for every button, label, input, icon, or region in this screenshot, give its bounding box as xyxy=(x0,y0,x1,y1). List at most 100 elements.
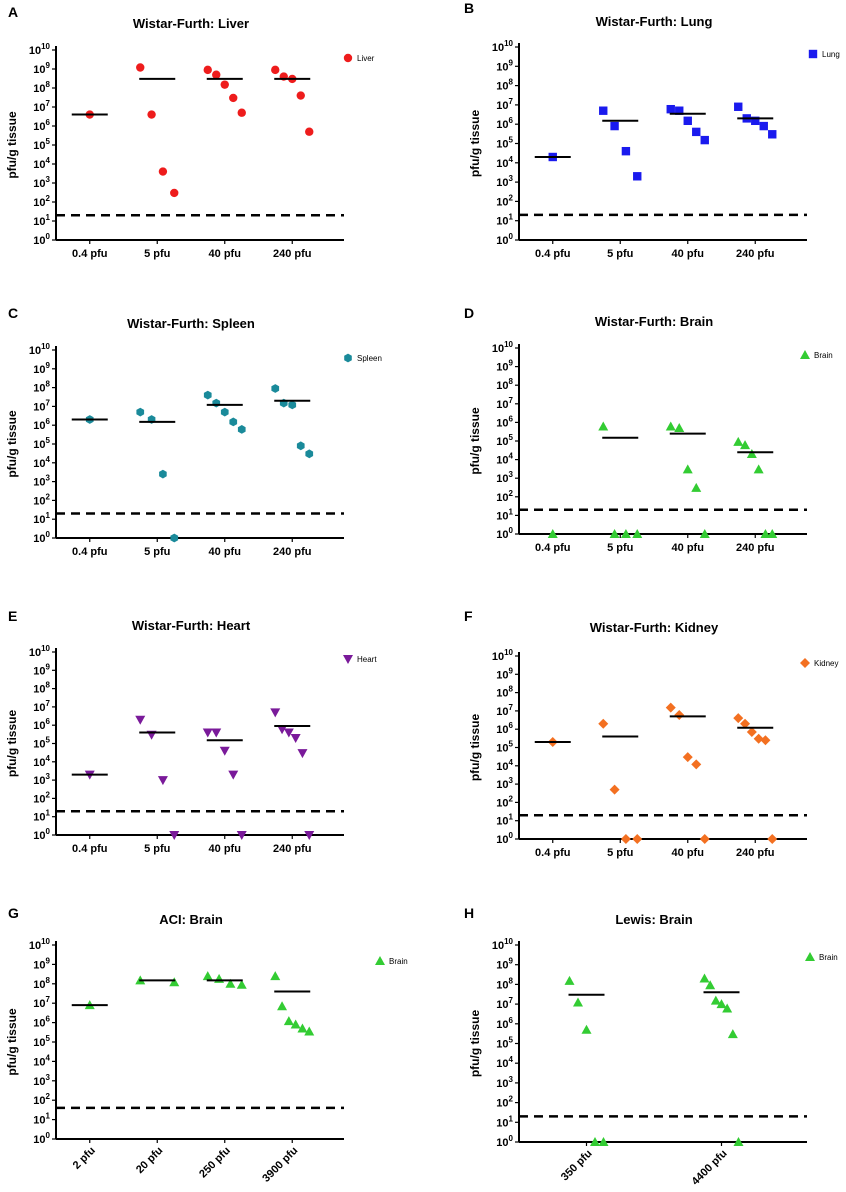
y-tick-label: 101 xyxy=(496,1114,513,1129)
data-point xyxy=(665,702,676,713)
data-point xyxy=(633,172,642,181)
y-tick-label: 104 xyxy=(496,155,513,170)
chart-title: Wistar-Furth: Lung xyxy=(596,14,713,29)
y-axis-label: pfu/g tissue xyxy=(5,1008,19,1076)
y-tick-label: 109 xyxy=(496,666,513,681)
y-tick-label: 106 xyxy=(33,417,50,432)
legend-marker xyxy=(805,952,815,961)
panel-letter: F xyxy=(464,608,473,624)
data-point xyxy=(305,449,314,459)
y-tick-label: 102 xyxy=(33,194,50,209)
y-tick-label: 107 xyxy=(496,703,513,718)
data-point xyxy=(609,529,620,538)
y-tick-label: 1010 xyxy=(492,937,514,952)
data-point xyxy=(699,529,710,538)
x-tick-label: 240 pfu xyxy=(736,542,775,554)
data-point xyxy=(158,167,168,176)
y-tick-label: 100 xyxy=(33,530,50,545)
y-tick-label: 1010 xyxy=(29,644,51,659)
y-tick-label: 107 xyxy=(496,97,513,112)
y-tick-label: 1010 xyxy=(29,342,51,357)
data-point xyxy=(159,469,167,479)
panel-letter: D xyxy=(464,305,474,321)
legend-marker xyxy=(344,353,352,363)
y-tick-label: 101 xyxy=(33,1112,50,1127)
x-tick-label: 0.4 pfu xyxy=(72,248,107,260)
data-point xyxy=(767,529,778,538)
data-point xyxy=(219,746,230,756)
x-tick-label: 4400 pfu xyxy=(690,1148,730,1188)
x-tick-label: 0.4 pfu xyxy=(535,248,570,260)
y-tick-label: 1010 xyxy=(29,42,51,57)
data-point xyxy=(727,1029,738,1039)
data-point xyxy=(229,93,238,103)
panel-c: C Wistar-Furth: Spleen pfu/g tissue 100 101 1… xyxy=(5,305,382,558)
legend-label: Brain xyxy=(819,953,838,962)
y-tick-label: 1010 xyxy=(29,937,51,952)
y-tick-label: 100 xyxy=(496,1134,513,1149)
legend-marker xyxy=(343,53,353,63)
data-point xyxy=(632,529,643,538)
data-point xyxy=(675,106,684,115)
panel-b: B Wistar-Furth: Lung pfu/g tissue 100 101 102… xyxy=(464,0,840,260)
data-point xyxy=(598,718,609,729)
chart-title: Lewis: Brain xyxy=(615,912,692,927)
data-point xyxy=(170,533,179,543)
y-tick-label: 107 xyxy=(33,99,50,114)
data-point xyxy=(759,121,768,131)
data-point xyxy=(220,407,229,417)
y-tick-label: 1010 xyxy=(492,39,514,54)
y-axis-label: pfu/g tissue xyxy=(5,410,19,478)
panel-d: D Wistar-Furth: Brain pfu/g tissue 100 101 10… xyxy=(464,305,833,554)
data-point xyxy=(733,1137,744,1146)
data-point xyxy=(683,116,692,126)
panel-letter: C xyxy=(8,305,18,321)
data-point xyxy=(620,529,631,538)
y-tick-label: 1010 xyxy=(492,340,514,355)
y-tick-label: 102 xyxy=(33,492,50,507)
x-tick-label: 240 pfu xyxy=(273,843,312,855)
y-tick-label: 108 xyxy=(496,976,513,991)
y-tick-label: 108 xyxy=(496,685,513,700)
y-axis-label: pfu/g tissue xyxy=(468,714,482,782)
data-point xyxy=(610,121,619,131)
data-point xyxy=(746,727,757,738)
y-tick-label: 109 xyxy=(33,361,50,376)
data-point xyxy=(599,106,608,115)
x-tick-label: 5 pfu xyxy=(144,843,170,855)
data-point xyxy=(692,127,701,137)
data-point xyxy=(169,831,180,840)
data-point xyxy=(682,752,693,763)
data-point xyxy=(305,127,314,136)
panel-letter: G xyxy=(8,905,19,921)
panel-f: F Wistar-Furth: Kidney pfu/g tissue 100 101 1… xyxy=(464,608,838,859)
data-point xyxy=(722,1003,733,1013)
y-tick-label: 104 xyxy=(33,455,50,470)
data-point xyxy=(236,979,247,989)
data-point xyxy=(733,713,744,724)
data-point xyxy=(740,440,751,450)
data-point xyxy=(682,464,693,474)
panel-letter: B xyxy=(464,0,474,16)
legend-marker xyxy=(343,655,353,664)
x-tick-label: 40 pfu xyxy=(209,248,241,260)
x-tick-label: 0.4 pfu xyxy=(72,843,107,855)
y-tick-label: 100 xyxy=(496,526,513,541)
x-tick-label: 240 pfu xyxy=(736,248,775,260)
data-point xyxy=(297,1023,308,1033)
data-point xyxy=(211,728,222,738)
y-tick-label: 108 xyxy=(496,78,513,93)
data-point xyxy=(734,102,743,111)
data-point xyxy=(225,978,236,988)
y-tick-label: 103 xyxy=(496,470,513,485)
y-tick-label: 109 xyxy=(33,956,50,971)
y-tick-label: 108 xyxy=(33,80,50,95)
data-point xyxy=(147,110,156,119)
x-tick-label: 40 pfu xyxy=(672,542,704,554)
data-point xyxy=(270,971,281,981)
x-tick-label: 5 pfu xyxy=(144,248,170,260)
x-tick-label: 5 pfu xyxy=(607,248,633,260)
x-tick-label: 0.4 pfu xyxy=(535,542,570,554)
y-tick-label: 105 xyxy=(496,136,513,151)
y-tick-label: 109 xyxy=(496,359,513,374)
